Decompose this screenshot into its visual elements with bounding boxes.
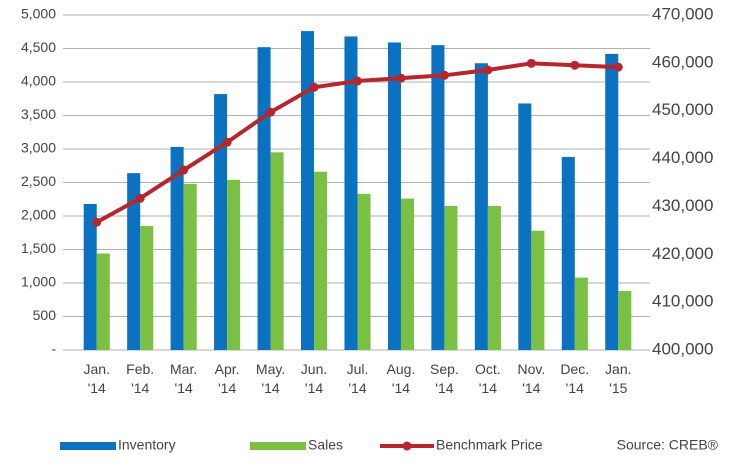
legend-label: Inventory xyxy=(118,437,176,453)
y-tick-label: 500 xyxy=(33,307,57,323)
bar xyxy=(605,53,619,351)
line-point xyxy=(266,107,276,117)
y2-tick-label: 430,000 xyxy=(652,196,713,215)
legend-label: Benchmark Price xyxy=(436,437,543,453)
x-tick-label: Aug. '14 xyxy=(386,361,416,396)
line-point xyxy=(396,73,406,83)
line-point xyxy=(613,62,623,72)
bar xyxy=(257,47,271,350)
bar xyxy=(127,173,141,350)
line-point xyxy=(179,165,189,175)
y-tick-label: 2,000 xyxy=(21,207,56,223)
line-point xyxy=(570,60,580,70)
line-point xyxy=(92,217,102,227)
bar xyxy=(214,94,228,350)
y-tick-label: 3,500 xyxy=(21,106,56,122)
line-point xyxy=(483,65,493,75)
bar xyxy=(344,36,358,350)
line-point xyxy=(353,76,362,86)
y2-tick-label: 450,000 xyxy=(652,100,713,119)
line-point xyxy=(135,193,145,203)
bar xyxy=(83,203,97,350)
y-tick-label: - xyxy=(51,341,56,357)
bar xyxy=(270,152,284,350)
x-tick-label: Jun. '14 xyxy=(300,361,328,396)
bar xyxy=(96,253,110,350)
y-tick-label: 1,000 xyxy=(21,274,56,290)
x-tick-label: Oct. '14 xyxy=(475,361,501,396)
y2-tick-label: 410,000 xyxy=(652,292,713,311)
bar xyxy=(227,179,241,350)
bar xyxy=(487,205,501,350)
bar xyxy=(183,183,197,350)
bar xyxy=(357,193,371,350)
x-tick-label: Apr. '14 xyxy=(214,361,240,396)
x-tick-label: Mar. '14 xyxy=(170,361,198,396)
y-tick-label: 4,500 xyxy=(21,39,56,55)
y2-tick-label: 470,000 xyxy=(652,4,713,23)
bar xyxy=(301,31,315,351)
x-tick-label: May. '14 xyxy=(255,361,286,396)
y-tick-label: 2,500 xyxy=(21,173,56,189)
bar xyxy=(400,198,414,350)
y2-tick-label: 420,000 xyxy=(652,244,713,263)
y2-tick-label: 400,000 xyxy=(652,339,713,358)
bar xyxy=(618,291,632,350)
x-tick-label: Jan. '14 xyxy=(83,361,110,396)
y-tick-label: 4,000 xyxy=(21,73,56,89)
line-point xyxy=(439,70,449,80)
x-tick-label: Feb. '14 xyxy=(126,361,155,396)
x-tick-label: Dec. '14 xyxy=(560,361,590,396)
legend-label: Sales xyxy=(308,437,343,453)
x-tick-label: Nov. '14 xyxy=(517,361,546,396)
x-tick-label: Sep. '14 xyxy=(430,361,459,396)
x-tick-label: Jul. '14 xyxy=(346,361,369,396)
source: Source: CREB® xyxy=(617,437,719,453)
bar xyxy=(170,146,184,350)
bar xyxy=(518,103,532,350)
y2-tick-label: 460,000 xyxy=(652,52,713,71)
bar xyxy=(474,63,488,351)
bar xyxy=(387,42,401,350)
y-tick-label: 1,500 xyxy=(21,240,56,256)
bar xyxy=(531,230,545,350)
x-tick-label: Jan. '15 xyxy=(605,361,632,396)
bar xyxy=(444,205,458,350)
line-point xyxy=(526,58,536,68)
y-tick-label: 5,000 xyxy=(21,6,56,22)
line-point xyxy=(222,137,232,147)
y2-tick-label: 440,000 xyxy=(652,148,713,167)
bar xyxy=(431,45,445,351)
legend-swatch xyxy=(60,442,116,450)
bar xyxy=(140,226,154,350)
line-point xyxy=(309,82,319,92)
bar xyxy=(314,171,328,350)
bar xyxy=(574,277,588,350)
legend-swatch xyxy=(402,441,412,451)
y-tick-label: 3,000 xyxy=(21,140,56,156)
bar xyxy=(561,157,575,350)
legend-swatch xyxy=(250,442,306,450)
